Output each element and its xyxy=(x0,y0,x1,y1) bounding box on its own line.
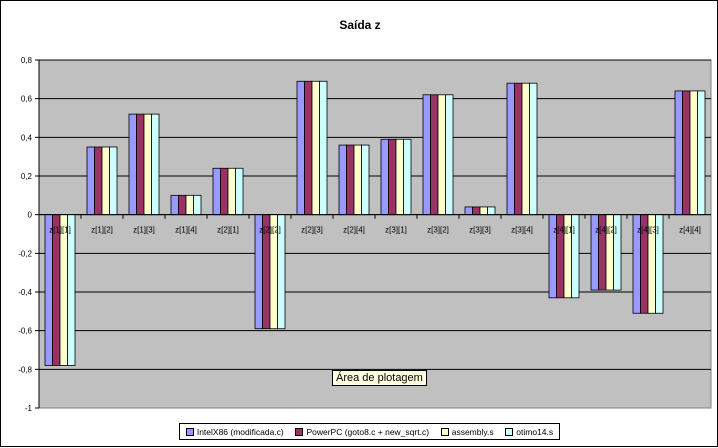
x-tick-label: z[2][1] xyxy=(217,226,239,235)
bar xyxy=(143,113,152,216)
bar xyxy=(52,214,61,366)
bar xyxy=(212,167,221,216)
legend-label: IntelX86 (modificada.c) xyxy=(196,426,284,437)
legend-swatch xyxy=(185,427,194,436)
bar xyxy=(136,113,145,216)
x-tick-label: z[1][1] xyxy=(49,226,71,235)
bar xyxy=(689,90,698,216)
legend-swatch xyxy=(295,427,304,436)
x-tick-label: z[4][4] xyxy=(679,226,701,235)
y-tick-label: -1 xyxy=(25,404,33,413)
y-tick-label: 0,6 xyxy=(21,95,33,104)
x-tick-label: z[2][3] xyxy=(301,226,323,235)
bar xyxy=(128,113,137,216)
x-tick-label: z[3][3] xyxy=(469,226,491,235)
y-tick-label: 0,8 xyxy=(21,56,33,65)
x-tick-label: z[2][2] xyxy=(259,226,281,235)
bar xyxy=(319,80,328,216)
x-tick-label: z[3][4] xyxy=(511,226,533,235)
bar xyxy=(296,80,305,216)
legend-label: assembly.s xyxy=(451,426,494,437)
legend-item[interactable]: assembly.s xyxy=(440,426,494,437)
bar xyxy=(101,146,110,216)
bar xyxy=(178,194,187,216)
legend-swatch xyxy=(505,427,514,436)
y-tick-label: 0 xyxy=(28,211,33,220)
bar xyxy=(388,138,397,216)
legend[interactable]: IntelX86 (modificada.c) PowerPC (goto8.c … xyxy=(179,423,560,440)
x-tick-label: z[3][1] xyxy=(385,226,407,235)
bar xyxy=(472,206,481,216)
bar xyxy=(227,167,236,216)
chart-title: Saída z xyxy=(339,18,381,32)
bar xyxy=(682,90,691,216)
y-tick-label: -0,6 xyxy=(18,327,32,336)
bar xyxy=(170,194,179,216)
y-tick-label: -0,4 xyxy=(18,288,32,297)
bar xyxy=(445,94,454,216)
y-tick-label: 0,4 xyxy=(21,133,33,142)
bar xyxy=(403,138,412,216)
bar xyxy=(521,82,530,216)
bar xyxy=(311,80,320,216)
bar xyxy=(697,90,706,216)
legend-label: PowerPC (goto8.c + new_sqrt.c) xyxy=(306,426,430,437)
bar xyxy=(185,194,194,216)
bar xyxy=(487,206,496,216)
bar xyxy=(94,146,103,216)
bar xyxy=(193,194,202,216)
bar xyxy=(529,82,538,216)
bar xyxy=(304,80,313,216)
x-tick-label: z[1][4] xyxy=(175,226,197,235)
bar xyxy=(437,94,446,216)
legend-swatch xyxy=(440,427,449,436)
x-tick-label: z[2][4] xyxy=(343,226,365,235)
bar xyxy=(479,206,488,216)
y-tick-label: 0,2 xyxy=(21,172,33,181)
bar xyxy=(422,94,431,216)
bar xyxy=(346,144,355,216)
bar xyxy=(674,90,683,216)
bar xyxy=(353,144,362,216)
y-tick-label: -0,8 xyxy=(18,365,32,374)
bar xyxy=(514,82,523,216)
x-tick-label: z[1][2] xyxy=(91,226,113,235)
x-tick-label: z[4][2] xyxy=(595,226,617,235)
bar xyxy=(506,82,515,216)
legend-item[interactable]: otimo14.s xyxy=(505,427,553,437)
legend-item[interactable]: PowerPC (goto8.c + new_sqrt.c) xyxy=(295,427,429,437)
bar xyxy=(44,214,53,366)
bar xyxy=(67,214,76,366)
bar xyxy=(151,113,160,216)
bar xyxy=(361,144,370,216)
x-tick-label: z[3][2] xyxy=(427,226,449,235)
bar xyxy=(430,94,439,216)
y-tick-label: -0,2 xyxy=(18,249,32,258)
bar xyxy=(338,144,347,216)
x-tick-label: z[1][3] xyxy=(133,226,155,235)
bar xyxy=(109,146,118,216)
bar xyxy=(380,138,389,216)
x-tick-label: z[4][3] xyxy=(637,226,659,235)
bar xyxy=(235,167,244,216)
bar xyxy=(59,214,68,366)
plot-area-tooltip: Área de plotagem xyxy=(332,370,427,386)
legend-label: otimo14.s xyxy=(516,426,554,437)
bar xyxy=(86,146,95,216)
bar xyxy=(395,138,404,216)
legend-item[interactable]: IntelX86 (modificada.c) xyxy=(185,426,284,437)
bar xyxy=(220,167,229,216)
x-tick-label: z[4][1] xyxy=(553,226,575,235)
bar xyxy=(464,206,473,216)
